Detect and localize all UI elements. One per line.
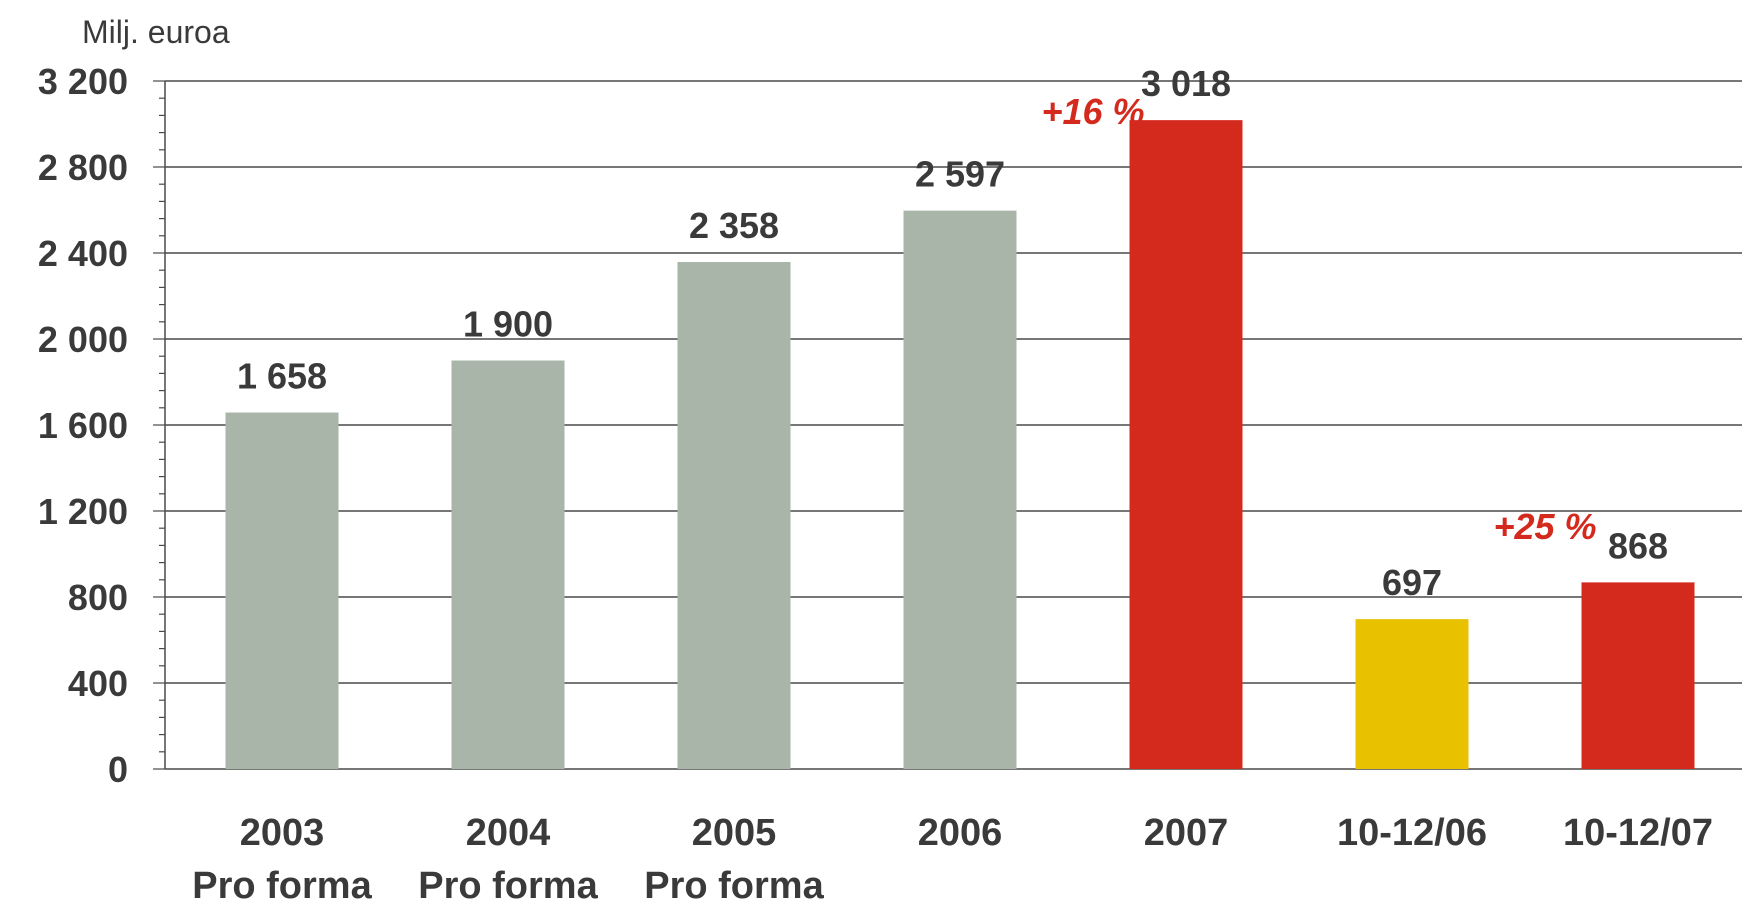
x-category-label: 2005 xyxy=(692,812,777,854)
bar-value-label: 697 xyxy=(1382,562,1442,603)
bar-value-label: 868 xyxy=(1608,525,1668,566)
x-category-sublabel: Pro forma xyxy=(192,865,372,904)
x-category-sublabel: Pro forma xyxy=(418,865,598,904)
y-tick-label: 800 xyxy=(68,577,128,618)
x-category-label: 2003 xyxy=(240,812,325,854)
y-tick-label: 2 800 xyxy=(38,147,128,188)
x-category-label: 10-12/07 xyxy=(1563,812,1713,854)
bar xyxy=(903,210,1017,769)
x-category-label: 10-12/06 xyxy=(1337,812,1487,854)
bar xyxy=(1581,582,1695,769)
x-category-sublabel: Pro forma xyxy=(644,865,824,904)
bar xyxy=(1355,619,1469,769)
x-category-label: 2006 xyxy=(918,812,1003,854)
y-tick-label: 400 xyxy=(68,663,128,704)
y-tick-label: 3 200 xyxy=(38,61,128,102)
bars xyxy=(225,120,1695,769)
bar-value-label: 1 658 xyxy=(237,356,327,397)
x-category-label: 2004 xyxy=(466,812,551,854)
labels: 1 658 2003 Pro forma 1 900 2004 Pro forma 2 35… xyxy=(192,63,1713,904)
bar-value-label: 1 900 xyxy=(463,304,553,345)
bar xyxy=(225,412,339,769)
x-category-label: 2007 xyxy=(1144,812,1229,854)
y-tick-label: 0 xyxy=(108,749,128,790)
bar-value-label: 3 018 xyxy=(1141,63,1231,104)
bar-value-label: 2 597 xyxy=(915,154,1005,195)
bar xyxy=(1129,120,1243,769)
y-axis-unit-label: Milj. euroa xyxy=(82,14,230,50)
y-tick-label: 1 200 xyxy=(38,491,128,532)
y-tick-label: 1 600 xyxy=(38,405,128,446)
y-axis: 0 400 800 1 200 1 600 2 000 2 400 2 800 3 200 xyxy=(38,61,166,790)
bar xyxy=(451,360,565,769)
bar xyxy=(677,262,791,769)
growth-annotation: +16 % xyxy=(1041,91,1144,132)
y-tick-label: 2 000 xyxy=(38,319,128,360)
y-tick-label: 2 400 xyxy=(38,233,128,274)
growth-annotation: +25 % xyxy=(1493,506,1596,547)
bar-value-label: 2 358 xyxy=(689,205,779,246)
